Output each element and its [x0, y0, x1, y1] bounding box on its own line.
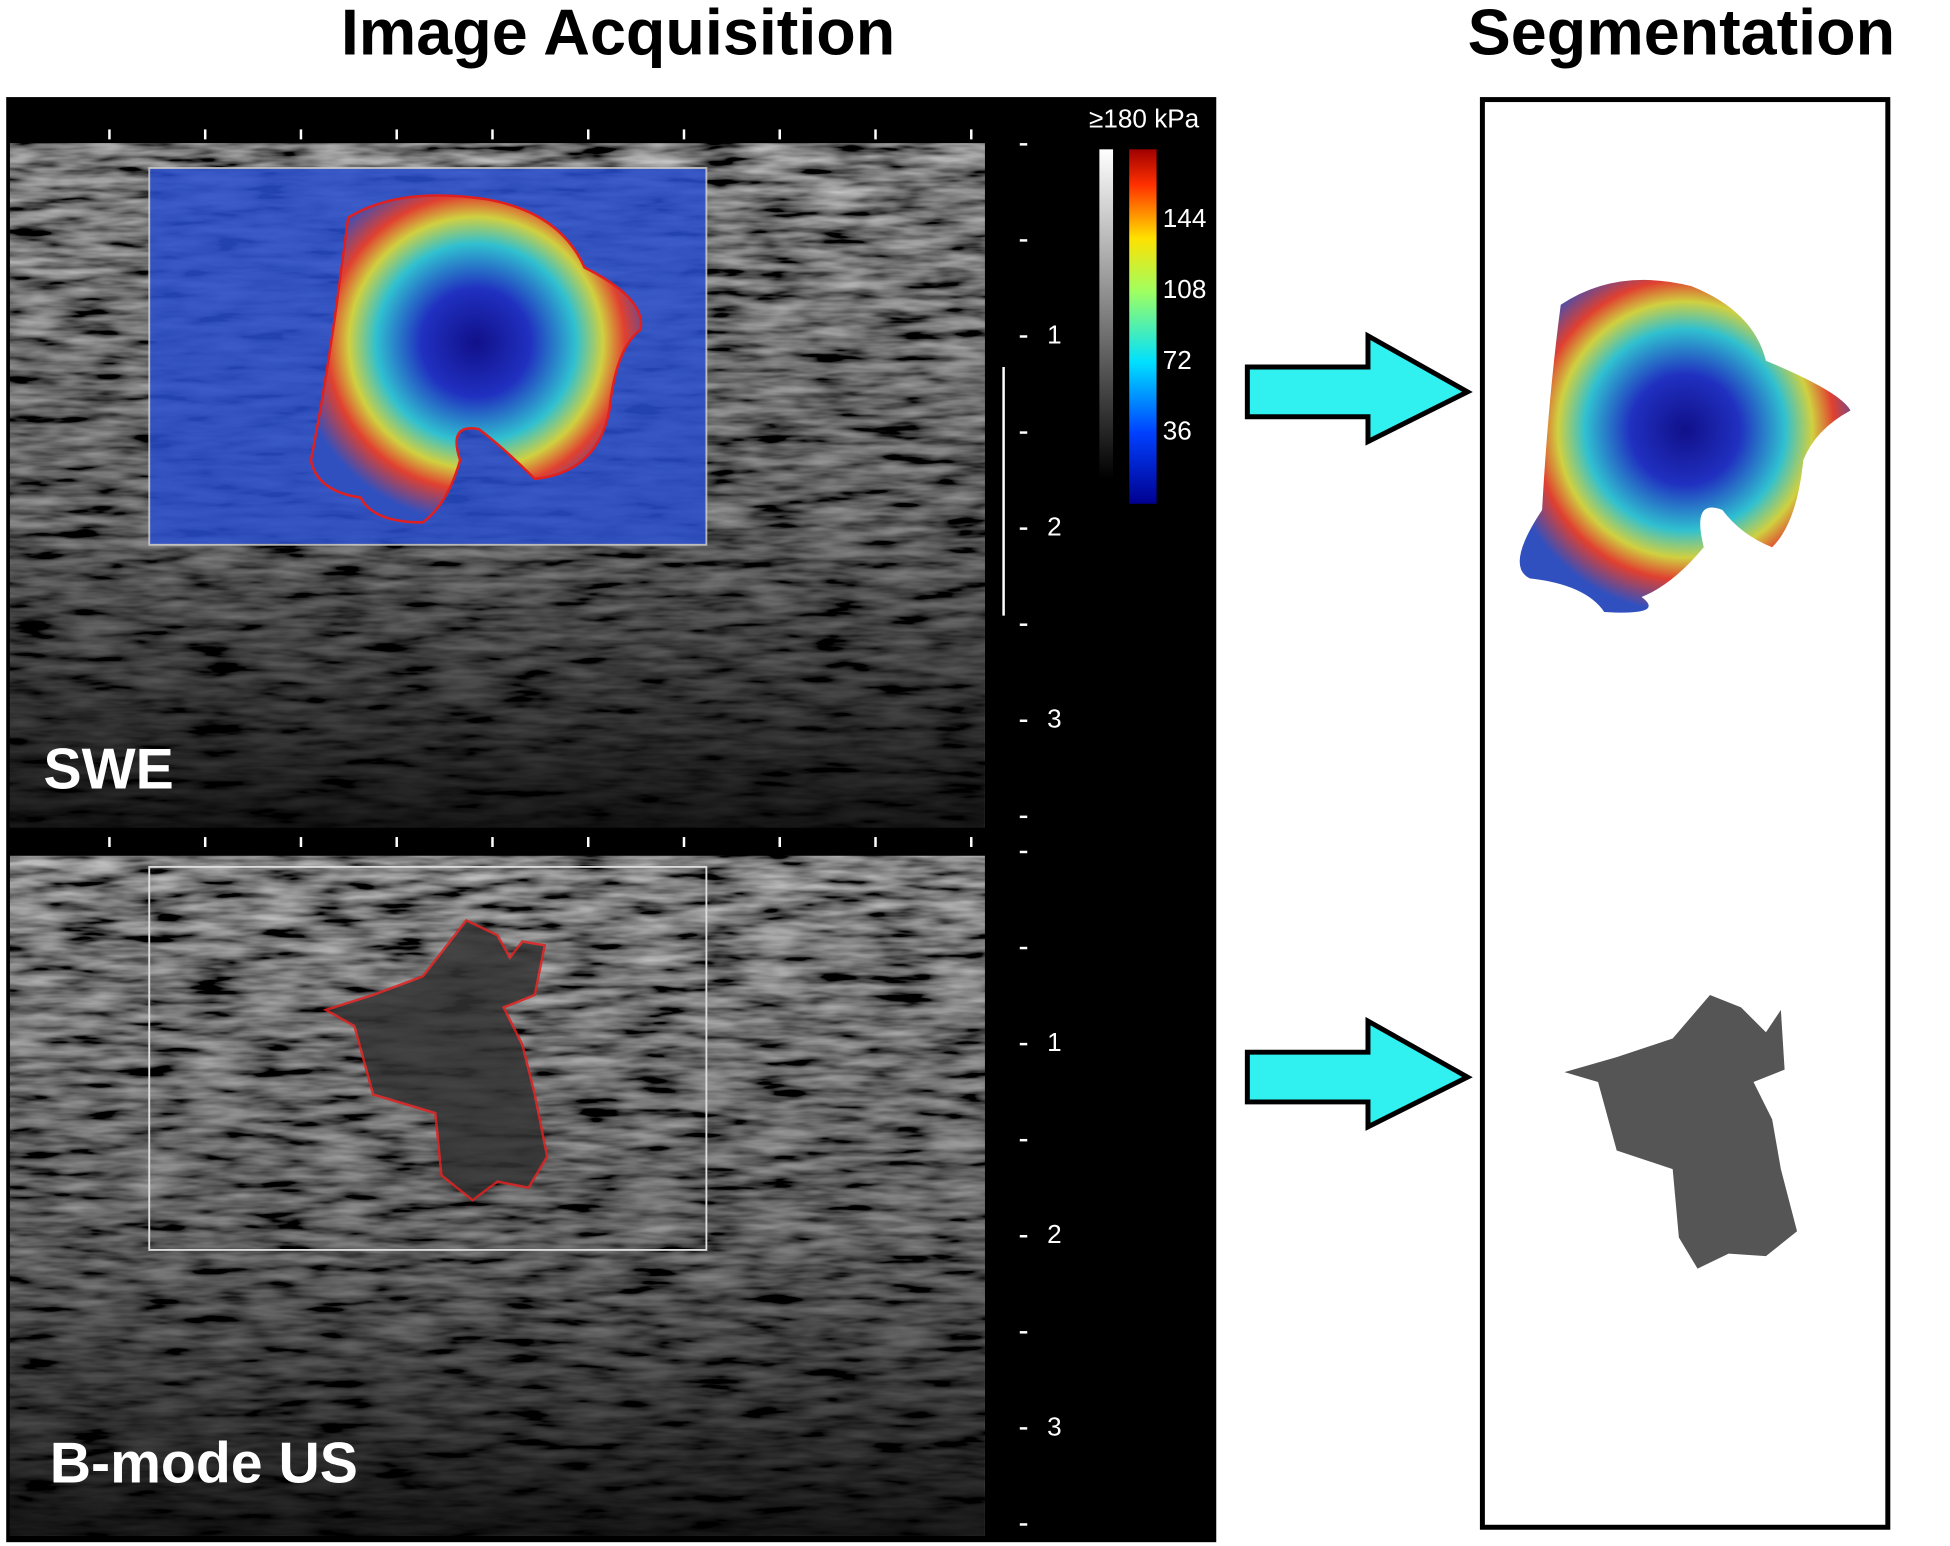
- color-scale-bar: [1129, 149, 1157, 504]
- swe-lesion: [309, 194, 643, 524]
- depth-scales: 1 2 3 1 2 3: [108, 129, 1062, 1526]
- segmented-swe: [1519, 279, 1851, 613]
- depth-label: 1: [1047, 319, 1062, 349]
- colorbar-title: ≥180 kPa: [1089, 104, 1200, 134]
- depth-label: 1: [1047, 1027, 1062, 1057]
- depth-label: 3: [1047, 704, 1062, 734]
- colorbar-tick-label: 108: [1163, 274, 1207, 304]
- depth-label: 2: [1047, 512, 1062, 542]
- right-title: Segmentation: [1468, 0, 1896, 68]
- colorbar-ticks: 144 108 72 36: [1163, 203, 1207, 446]
- panel-label: B-mode US: [50, 1432, 358, 1496]
- arrow: [1244, 1016, 1473, 1131]
- colorbar-tick-label: 36: [1163, 416, 1192, 446]
- colorbar-tick-label: 72: [1163, 345, 1192, 375]
- gray-scale-bar: [1099, 149, 1114, 479]
- depth-label: 2: [1047, 1219, 1062, 1249]
- left-title: Image Acquisition: [341, 0, 895, 68]
- segmentation-box: [1479, 97, 1891, 1530]
- arrow: [1244, 331, 1473, 446]
- segmented-bmode: [1564, 994, 1798, 1269]
- depth-label: 3: [1047, 1411, 1062, 1441]
- bmode-lesion: [322, 918, 549, 1202]
- bmode-roi: [148, 865, 708, 1251]
- panel-label: SWE: [44, 738, 174, 802]
- colorbar-tick-label: 144: [1163, 203, 1207, 233]
